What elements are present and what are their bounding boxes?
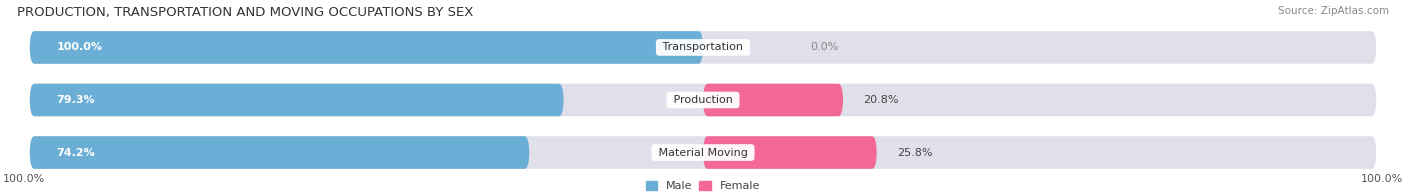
FancyBboxPatch shape <box>30 31 1376 64</box>
Text: Source: ZipAtlas.com: Source: ZipAtlas.com <box>1278 6 1389 16</box>
FancyBboxPatch shape <box>30 136 1376 169</box>
Text: Transportation: Transportation <box>659 43 747 53</box>
FancyBboxPatch shape <box>30 84 564 116</box>
FancyBboxPatch shape <box>30 31 703 64</box>
Text: Production: Production <box>669 95 737 105</box>
Text: 100.0%: 100.0% <box>3 174 45 184</box>
FancyBboxPatch shape <box>703 136 877 169</box>
FancyBboxPatch shape <box>703 84 844 116</box>
Text: Material Moving: Material Moving <box>655 148 751 158</box>
FancyBboxPatch shape <box>30 136 529 169</box>
Text: 100.0%: 100.0% <box>56 43 103 53</box>
Text: PRODUCTION, TRANSPORTATION AND MOVING OCCUPATIONS BY SEX: PRODUCTION, TRANSPORTATION AND MOVING OC… <box>17 6 474 19</box>
Text: 25.8%: 25.8% <box>897 148 932 158</box>
Text: 79.3%: 79.3% <box>56 95 96 105</box>
FancyBboxPatch shape <box>30 84 1376 116</box>
Legend: Male, Female: Male, Female <box>641 177 765 196</box>
Text: 100.0%: 100.0% <box>1361 174 1403 184</box>
Text: 74.2%: 74.2% <box>56 148 96 158</box>
Text: 20.8%: 20.8% <box>863 95 898 105</box>
Text: 0.0%: 0.0% <box>811 43 839 53</box>
